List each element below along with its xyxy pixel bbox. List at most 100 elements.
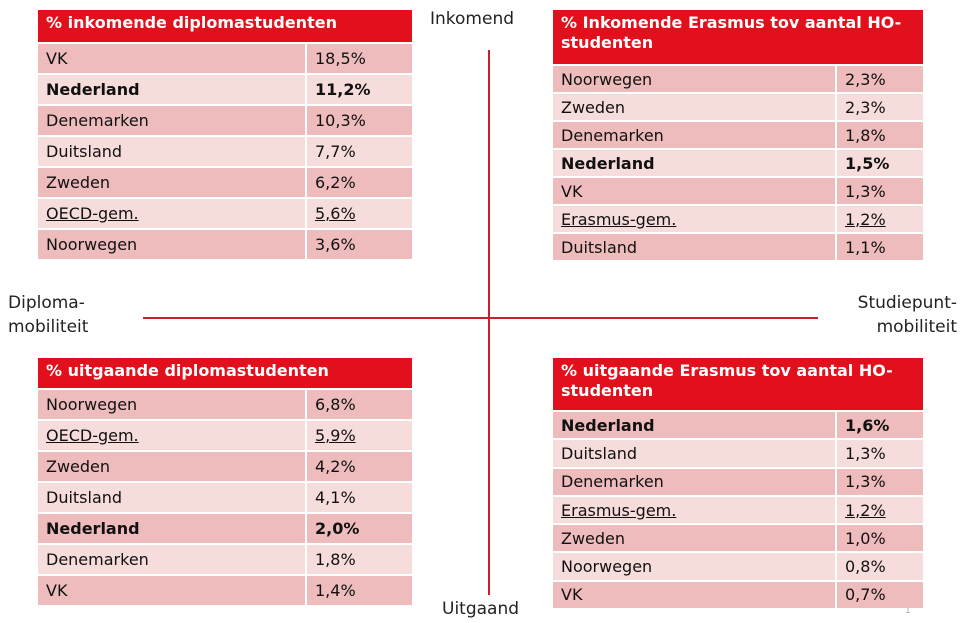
country: Denemarken bbox=[46, 111, 149, 130]
cell: VK bbox=[38, 44, 305, 73]
cell: 1,0% bbox=[835, 525, 923, 552]
percentage: 1,3% bbox=[845, 472, 886, 492]
country: Nederland bbox=[46, 80, 140, 99]
country: Duitsland bbox=[561, 443, 638, 463]
cell: 1,3% bbox=[835, 468, 923, 495]
cell: 3,6% bbox=[305, 230, 412, 259]
cell: 10,3% bbox=[305, 106, 412, 135]
country: Denemarken bbox=[561, 472, 664, 492]
table-title: % uitgaande Erasmus tov aantal HO-studen… bbox=[553, 358, 923, 410]
table-row: Duitsland 7,7% bbox=[38, 137, 412, 166]
cell: 1,3% bbox=[835, 178, 923, 204]
cell: VK bbox=[553, 178, 835, 204]
percentage: 1,1% bbox=[845, 237, 886, 257]
table-row: VK 1,3% bbox=[553, 178, 923, 204]
table-title: % inkomende diplomastudenten bbox=[38, 10, 412, 42]
table-title: % Inkomende Erasmus tov aantal HO-studen… bbox=[553, 10, 923, 64]
table-row: Noorwegen 3,6% bbox=[38, 230, 412, 259]
table-row: Denemarken 1,8% bbox=[553, 122, 923, 148]
percentage: 6,8% bbox=[315, 395, 356, 414]
cell: 1,3% bbox=[835, 440, 923, 467]
cell: 1,2% bbox=[835, 206, 923, 232]
country: Nederland bbox=[561, 153, 655, 173]
page-number: 1 bbox=[905, 606, 911, 616]
percentage: 18,5% bbox=[315, 49, 366, 68]
table-row: Noorwegen 2,3% bbox=[553, 66, 923, 92]
cell: 4,1% bbox=[305, 483, 412, 512]
cell: Denemarken bbox=[38, 106, 305, 135]
country: Duitsland bbox=[46, 142, 123, 161]
table-row: Noorwegen 6,8% bbox=[38, 390, 412, 419]
cell: Zweden bbox=[553, 525, 835, 551]
table-row: VK 18,5% bbox=[38, 44, 412, 73]
country: VK bbox=[46, 49, 68, 68]
cell: 7,7% bbox=[305, 137, 412, 166]
country: Zweden bbox=[46, 173, 111, 192]
table-title: % uitgaande diplomastudenten bbox=[38, 358, 412, 388]
country: Denemarken bbox=[561, 125, 664, 145]
country: Duitsland bbox=[46, 488, 123, 507]
table-row: Noorwegen 0,8% bbox=[553, 553, 923, 580]
cell: VK bbox=[553, 582, 835, 608]
country: Zweden bbox=[561, 528, 626, 548]
cell: Nederland bbox=[38, 75, 305, 104]
country: Nederland bbox=[561, 415, 655, 435]
table: % Inkomende Erasmus tov aantal HO-studen… bbox=[553, 10, 923, 260]
cell: 5,6% bbox=[305, 199, 412, 228]
cell: Noorwegen bbox=[553, 66, 835, 92]
cell: 1,8% bbox=[835, 122, 923, 148]
country: OECD-gem. bbox=[46, 426, 139, 445]
table-row: Zweden 2,3% bbox=[553, 94, 923, 120]
table-row: OECD-gem. 5,6% bbox=[38, 199, 412, 228]
percentage: 0,8% bbox=[845, 557, 886, 577]
percentage: 5,6% bbox=[315, 204, 356, 223]
country: VK bbox=[561, 181, 583, 201]
cell: Denemarken bbox=[38, 545, 305, 574]
axis-label-right: mobiliteit bbox=[876, 317, 957, 337]
table-row: Nederland 2,0% bbox=[38, 514, 412, 543]
cell: Zweden bbox=[553, 94, 835, 120]
country: Noorwegen bbox=[46, 395, 138, 414]
percentage: 10,3% bbox=[315, 111, 366, 130]
percentage: 4,1% bbox=[315, 488, 356, 507]
cell: Duitsland bbox=[553, 440, 835, 466]
percentage: 1,4% bbox=[315, 581, 356, 600]
percentage: 2,3% bbox=[845, 97, 886, 117]
cell: Zweden bbox=[38, 168, 305, 197]
cell: 1,6% bbox=[835, 412, 923, 439]
percentage: 1,0% bbox=[845, 528, 886, 548]
table: % uitgaande diplomastudenten Noorwegen 6,8… bbox=[38, 358, 412, 605]
table-row: Denemarken 1,3% bbox=[553, 468, 923, 495]
cell: Zweden bbox=[38, 452, 305, 481]
country: OECD-gem. bbox=[46, 204, 139, 223]
country: Erasmus-gem. bbox=[561, 500, 677, 520]
cell: Denemarken bbox=[553, 469, 835, 495]
cell: 1,1% bbox=[835, 234, 923, 260]
cell: Erasmus-gem. bbox=[553, 206, 835, 232]
country: Noorwegen bbox=[561, 69, 653, 89]
country: VK bbox=[561, 585, 583, 605]
table-row: Denemarken 1,8% bbox=[38, 545, 412, 574]
cell: 2,3% bbox=[835, 66, 923, 92]
cell: 6,2% bbox=[305, 168, 412, 197]
country: VK bbox=[46, 581, 68, 600]
country: Zweden bbox=[561, 97, 626, 117]
cell: Duitsland bbox=[38, 137, 305, 166]
cell: 0,8% bbox=[835, 553, 923, 580]
percentage: 1,8% bbox=[315, 550, 356, 569]
table-row: Nederland 11,2% bbox=[38, 75, 412, 104]
percentage: 1,5% bbox=[845, 153, 890, 173]
country: Noorwegen bbox=[46, 235, 138, 254]
cell: OECD-gem. bbox=[38, 421, 305, 450]
percentage: 1,3% bbox=[845, 181, 886, 201]
table: % uitgaande Erasmus tov aantal HO-studen… bbox=[553, 358, 923, 609]
table-row: Zweden 4,2% bbox=[38, 452, 412, 481]
country: Denemarken bbox=[46, 550, 149, 569]
percentage: 1,2% bbox=[845, 209, 886, 229]
axis-label-right: Studiepunt- bbox=[857, 293, 957, 313]
table-row: Duitsland 1,3% bbox=[553, 440, 923, 467]
percentage: 3,6% bbox=[315, 235, 356, 254]
percentage: 6,2% bbox=[315, 173, 356, 192]
cell: 4,2% bbox=[305, 452, 412, 481]
